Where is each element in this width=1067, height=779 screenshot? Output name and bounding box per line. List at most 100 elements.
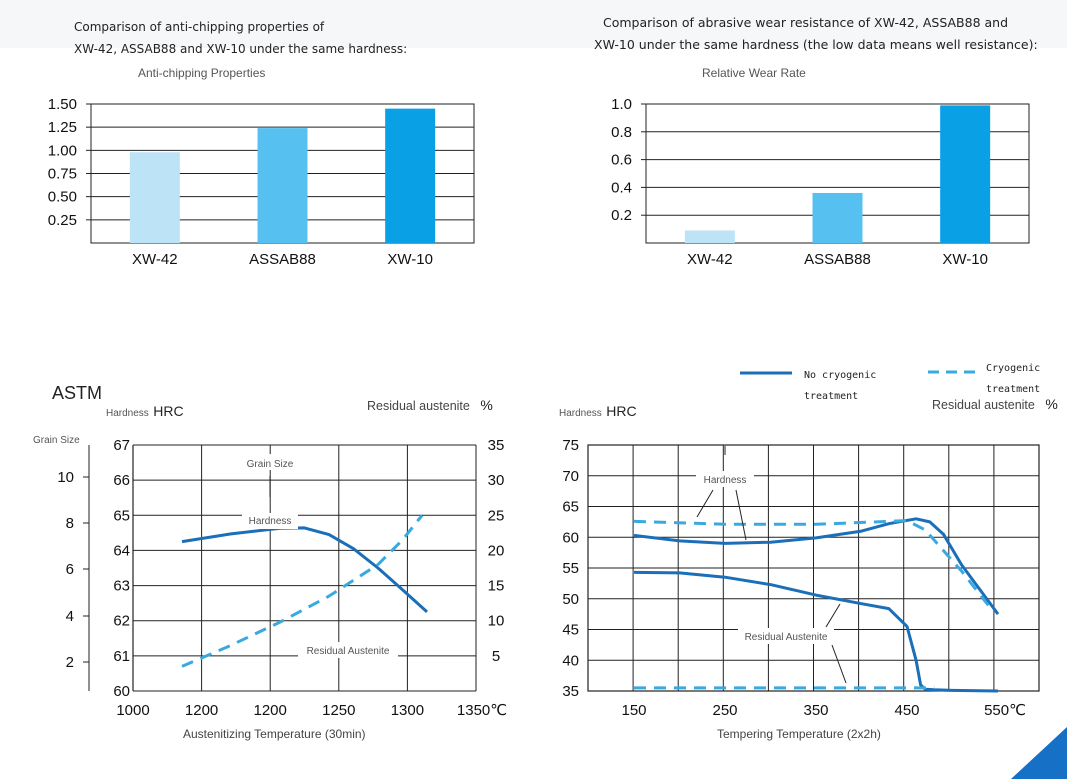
chart3-yright-label: Residual austenite — [367, 399, 470, 413]
chart3-xtick-label: 1200 — [254, 702, 287, 719]
chart3-grain-header: Grain Size — [33, 435, 80, 446]
legend-dashed-label-1: Cryogenic — [986, 363, 1041, 374]
chart4-annot-hardness-leader-2 — [735, 489, 747, 541]
chart3-yright-tick-label: 30 — [488, 472, 505, 489]
chart3-xlabel: Austenitizing Temperature (30min) — [183, 727, 366, 741]
chart3-annot-grain-bg — [238, 454, 302, 470]
chart4-ytick-label: 35 — [562, 683, 579, 700]
chart4-yleft-unit: HRC — [606, 403, 637, 419]
corner-accent — [1011, 727, 1067, 779]
chart3-yright-tick-label: 10 — [488, 613, 505, 630]
chart3-annot-grain: Grain Size — [247, 459, 294, 470]
chart3-yright-tick-label: 5 — [492, 648, 500, 665]
chart4-annot-residual: Residual Austenite — [745, 632, 828, 643]
chart3-grain-tick-label: 10 — [57, 469, 74, 486]
chart3-yleft-tick-label: 64 — [113, 542, 130, 559]
top-band — [0, 0, 1067, 48]
legend-solid-label-1: No cryogenic — [804, 370, 877, 381]
chart1-ytick-label: 1.25 — [48, 119, 77, 136]
right-caption: Comparison of abrasive wear resistance o… — [594, 12, 1038, 56]
chart4-annot-residual-leader-2 — [831, 644, 847, 684]
legend-solid-swatch — [740, 371, 792, 375]
legend-solid-label-2: treatment — [804, 391, 859, 402]
chart2-bar-xw-10 — [940, 105, 991, 243]
chart3-yleft-tick-label: 63 — [113, 578, 130, 595]
chart1-xtick-label: ASSAB88 — [249, 251, 316, 268]
chart4-annot-hardness-leader-1 — [696, 489, 714, 518]
chart3-yleft-label: Hardness — [106, 408, 149, 419]
chart2-bar-assab88 — [812, 192, 863, 243]
right-caption-line-2: XW-10 under the same hardness (the low d… — [594, 37, 1038, 52]
chart4-yright-label: Residual austenite — [932, 398, 1035, 412]
chart1-ytick-label: 0.50 — [48, 189, 77, 206]
legend-dashed-swatch — [928, 370, 980, 374]
chart3-title: ASTM — [52, 383, 103, 403]
chart2-ytick-label: 0.6 — [611, 152, 632, 169]
chart3-yleft-tick-label: 67 — [113, 437, 130, 454]
chart4-ytick-label: 70 — [562, 468, 579, 485]
left-caption: Comparison of anti-chipping properties o… — [74, 16, 407, 60]
chart3-residual-line — [181, 514, 424, 668]
chart3-yright-header: Residual austenite % — [367, 397, 493, 415]
chart2-bar-xw-42 — [684, 230, 735, 243]
chart2-ytick-label: 0.2 — [611, 207, 632, 224]
right-caption-line-1: Comparison of abrasive wear resistance o… — [603, 15, 1009, 30]
chart4-hardness-cryo — [633, 519, 991, 608]
chart3-yright-tick-label: 15 — [488, 578, 505, 595]
chart1-ytick-label: 0.75 — [48, 166, 77, 183]
chart3-annot-hardness-bg — [242, 513, 298, 529]
chart2-xtick-label: XW-42 — [687, 251, 733, 268]
chart1-ytick-label: 0.25 — [48, 212, 77, 229]
chart4-yright-unit: % — [1045, 396, 1058, 412]
chart3-xtick-label: 1350℃ — [457, 702, 507, 719]
chart4-yright-header: Residual austenite % — [932, 396, 1058, 414]
chart4-residual-no-cryo — [633, 570, 999, 693]
chart4-ytick-label: 55 — [562, 560, 579, 577]
chart2-xtick-label: XW-10 — [942, 251, 988, 268]
chart1-ytick-label: 1.50 — [48, 96, 77, 113]
chart2-xtick-label: ASSAB88 — [804, 251, 871, 268]
chart3-yright-tick-label: 20 — [488, 542, 505, 559]
chart4-ytick-label: 75 — [562, 437, 579, 454]
chart3-xtick-label: 1300 — [391, 702, 424, 719]
left-caption-line-2: XW-42, ASSAB88 and XW-10 under the same … — [74, 42, 408, 56]
chart3-grain-tick-label: 8 — [66, 515, 74, 532]
chart4-xtick-label: 150 — [621, 702, 646, 719]
chart4-xlabel: Tempering Temperature (2x2h) — [717, 727, 881, 741]
chart3-annot-residual-bg — [298, 642, 398, 658]
chart2-ytick-label: 1.0 — [611, 96, 632, 113]
chart4-annot-hardness-bg — [696, 471, 754, 487]
legend-dashed-label-2: treatment — [986, 384, 1041, 395]
chart4-xtick-label: 250 — [712, 702, 737, 719]
chart3-annot-residual: Residual Austenite — [307, 646, 390, 657]
chart4-yleft-label: Hardness — [559, 408, 602, 419]
chart3-yleft-tick-label: 62 — [113, 613, 130, 630]
chart3-xtick-label: 1200 — [185, 702, 218, 719]
chart4-xtick-label: 350 — [803, 702, 828, 719]
chart3-yright-unit: % — [480, 397, 493, 413]
chart3-grain-tick-label: 4 — [66, 608, 74, 625]
chart2-ytick-label: 0.4 — [611, 179, 632, 196]
chart3-xtick-label: 1250 — [322, 702, 355, 719]
chart4-annot-hardness: Hardness — [704, 475, 747, 486]
chart3-yright-tick-label: 25 — [488, 507, 505, 524]
chart3-yleft-tick-label: 66 — [113, 472, 130, 489]
chart2-title: Relative Wear Rate — [702, 66, 806, 80]
chart4-ytick-label: 50 — [562, 591, 579, 608]
chart4-annot-residual-bg — [738, 628, 834, 644]
chart1-title: Anti-chipping Properties — [138, 66, 266, 80]
chart4-ytick-label: 65 — [562, 499, 579, 516]
chart4-ytick-label: 60 — [562, 529, 579, 546]
chart3-yleft-tick-label: 61 — [113, 648, 130, 665]
chart3-hardness-line — [181, 526, 429, 614]
chart3-yleft-header: Hardness HRC — [106, 403, 184, 421]
chart3-yleft-tick-label: 60 — [113, 683, 130, 700]
chart3-annot-hardness: Hardness — [249, 516, 292, 527]
chart1-xtick-label: XW-10 — [387, 251, 433, 268]
chart1-xtick-label: XW-42 — [132, 251, 178, 268]
chart4-ytick-label: 40 — [562, 652, 579, 669]
chart3-yright-tick-label: 35 — [488, 437, 505, 454]
chart3-grain-tick-label: 2 — [66, 654, 74, 671]
left-caption-line-1: Comparison of anti-chipping properties o… — [74, 20, 325, 34]
